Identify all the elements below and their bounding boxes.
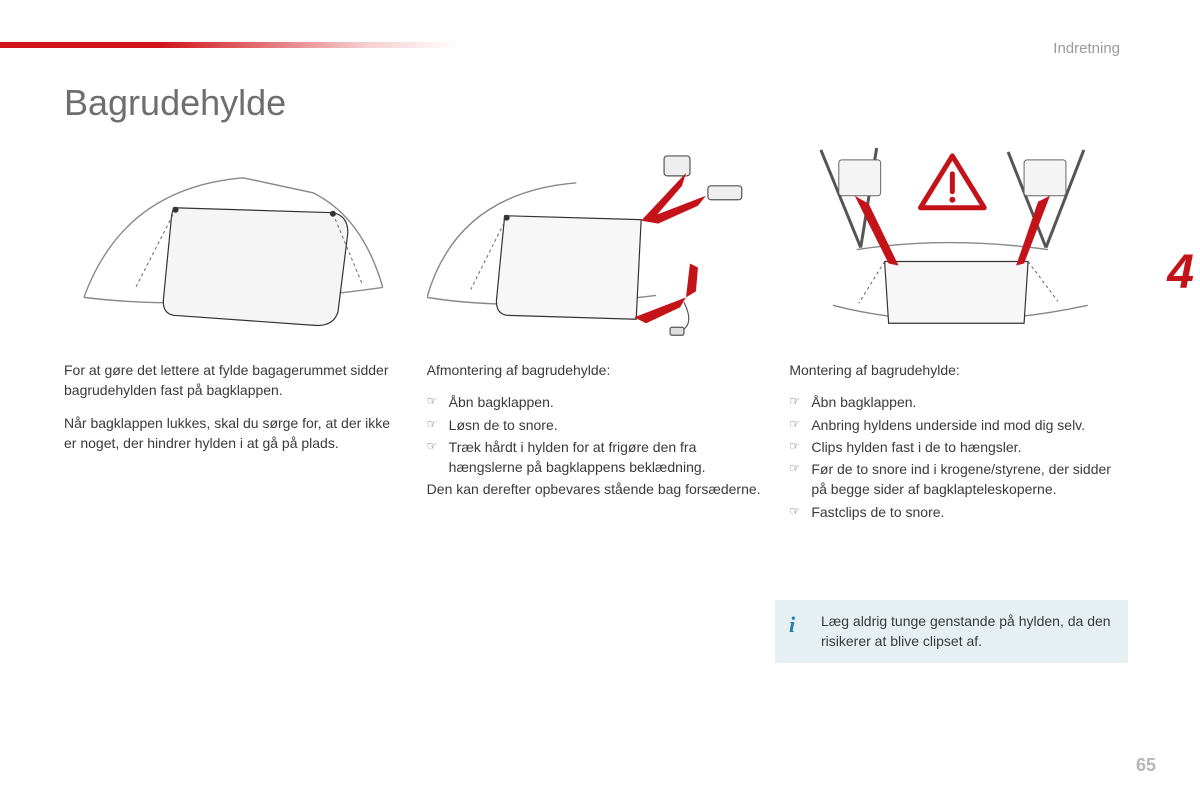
section-label: Indretning — [1053, 40, 1120, 57]
col3-step: Åbn bagklappen. — [789, 392, 1128, 412]
col2-step: Løsn de to snore. — [427, 415, 766, 435]
col2-steps: Åbn bagklappen. Løsn de to snore. Træk h… — [427, 392, 766, 477]
page-title: Bagrudehylde — [64, 82, 286, 124]
column-2-text: Afmontering af bagrudehylde: Åbn bagklap… — [427, 360, 766, 500]
col2-step: Åbn bagklappen. — [427, 392, 766, 412]
column-3-text: Montering af bagrudehylde: Åbn bagklappe… — [789, 360, 1128, 522]
col1-paragraph-2: Når bagklappen lukkes, skal du sørge for… — [64, 413, 403, 454]
chapter-number: 4 — [1167, 245, 1200, 300]
col3-lead: Montering af bagrudehylde: — [789, 360, 1128, 380]
col2-lead: Afmontering af bagrudehylde: — [427, 360, 766, 380]
column-1: For at gøre det lettere at fylde bagager… — [64, 138, 403, 524]
content-columns: For at gøre det lettere at fylde bagager… — [64, 138, 1128, 524]
col2-step: Træk hårdt i hylden for at frigøre den f… — [427, 437, 766, 478]
col3-step: Fastclips de to snore. — [789, 502, 1128, 522]
header-accent-bar — [0, 42, 460, 48]
col3-steps: Åbn bagklappen. Anbring hyldens undersid… — [789, 392, 1128, 522]
col3-step: Clips hylden fast i de to hængsler. — [789, 437, 1128, 457]
col3-step: Anbring hyldens underside ind mod dig se… — [789, 415, 1128, 435]
illustration-shelf-removal — [427, 138, 766, 338]
page-number: 65 — [1136, 755, 1156, 776]
info-icon: i — [789, 610, 795, 641]
illustration-shelf-install — [789, 138, 1128, 338]
column-2: Afmontering af bagrudehylde: Åbn bagklap… — [427, 138, 766, 524]
column-3: Montering af bagrudehylde: Åbn bagklappe… — [789, 138, 1128, 524]
col3-step: Før de to snore ind i krogene/styrene, d… — [789, 459, 1128, 500]
illustration-shelf-installed — [64, 138, 403, 338]
col1-paragraph-1: For at gøre det lettere at fylde bagager… — [64, 360, 403, 401]
info-callout: i Læg aldrig tunge genstande på hylden, … — [775, 600, 1128, 663]
col2-after: Den kan derefter opbevares stående bag f… — [427, 479, 766, 499]
column-1-text: For at gøre det lettere at fylde bagager… — [64, 360, 403, 453]
info-text: Læg aldrig tunge genstande på hylden, da… — [821, 613, 1111, 649]
